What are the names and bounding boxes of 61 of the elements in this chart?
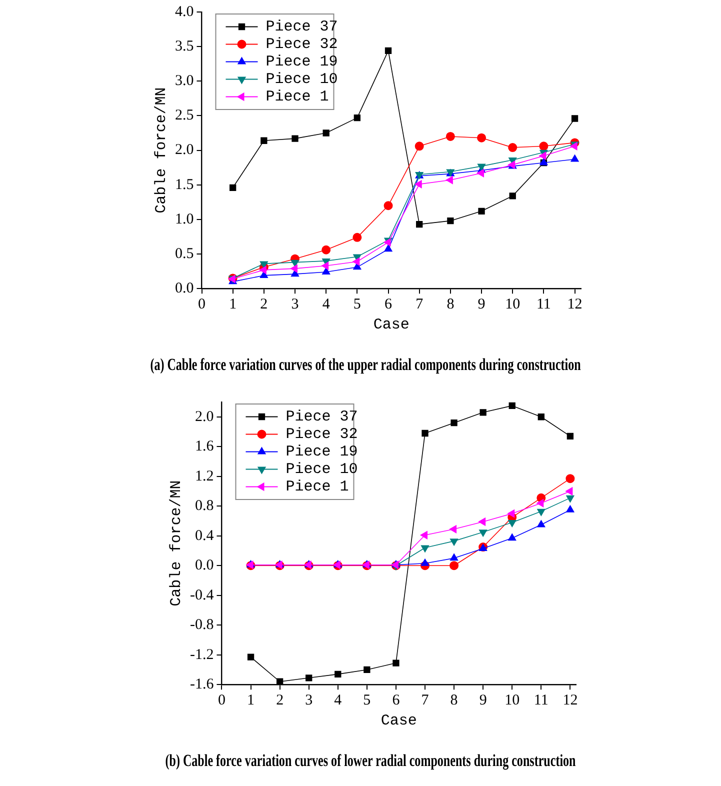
y-tick-label: 2.0 (175, 142, 194, 158)
y-tick-label: -1.6 (190, 676, 214, 693)
x-tick-label: 12 (567, 296, 582, 313)
legend-label: Piece 32 (266, 36, 338, 54)
y-tick-label: 1.6 (194, 438, 214, 455)
y-tick-label: -1.2 (190, 646, 214, 663)
x-tick-label: 8 (446, 296, 454, 313)
x-tick-label: 2 (260, 296, 268, 313)
y-axis-title: Cable force/MN (152, 87, 170, 214)
y-tick-label: -0.8 (190, 617, 214, 634)
x-tick-label: 9 (479, 692, 487, 709)
x-tick-label: 5 (363, 692, 371, 709)
text: (a) Cable force variation curves of the upper radial components during construction (150, 356, 581, 375)
x-tick-label: 4 (334, 692, 342, 709)
y-tick-label: 1.2 (194, 468, 214, 484)
y-tick-label: 0.4 (194, 528, 214, 544)
legend-label: Piece 32 (286, 426, 358, 444)
y-tick-label: 0.0 (194, 558, 214, 574)
y-tick-label: 4.0 (175, 4, 194, 20)
y-tick-label: 1.0 (175, 211, 194, 228)
legend-label: Piece 10 (286, 461, 358, 478)
x-tick-label: 3 (291, 296, 299, 313)
x-tick-label: 0 (218, 692, 226, 709)
y-tick-label: 3.0 (175, 73, 194, 90)
legend-label: Piece 37 (286, 408, 358, 426)
y-tick-label: 0.8 (194, 498, 214, 514)
x-axis-title: Case (380, 712, 417, 730)
x-tick-label: 7 (421, 692, 430, 709)
legend-label: Piece 37 (266, 18, 338, 36)
text: (b) Cable force variation curves of lower radial components during construction (165, 752, 576, 771)
legend-label: Piece 1 (286, 478, 349, 496)
legend-label: Piece 19 (266, 54, 338, 71)
y-tick-label: 1.5 (175, 176, 194, 193)
x-tick-label: 0 (198, 296, 206, 313)
y-tick-label: -0.4 (190, 587, 214, 604)
x-tick-label: 12 (562, 692, 578, 709)
x-tick-label: 6 (392, 692, 400, 709)
y-tick-label: 0.0 (175, 280, 194, 297)
x-axis-title: Case (373, 316, 410, 334)
x-tick-label: 4 (322, 296, 330, 313)
y-axis-title: Cable force/MN (168, 480, 185, 606)
x-tick-label: 11 (536, 296, 551, 313)
y-tick-label: 2.5 (175, 108, 194, 124)
y-tick-label: 3.5 (175, 38, 194, 55)
x-tick-label: 11 (534, 692, 548, 709)
x-tick-label: 10 (504, 692, 520, 709)
x-tick-label: 10 (505, 296, 520, 313)
x-tick-label: 9 (478, 296, 486, 313)
y-tick-label: 0.5 (175, 246, 194, 262)
y-tick-label: 2.0 (194, 408, 214, 425)
x-tick-label: 8 (450, 692, 458, 709)
x-tick-label: 2 (276, 692, 284, 709)
x-tick-label: 1 (229, 296, 237, 313)
legend-label: Piece 10 (266, 71, 338, 88)
legend-label: Piece 19 (286, 444, 358, 461)
legend-label: Piece 1 (266, 88, 329, 106)
x-tick-label: 7 (416, 296, 424, 313)
x-tick-label: 3 (305, 692, 313, 709)
x-tick-label: 1 (247, 692, 255, 709)
x-tick-label: 5 (353, 296, 361, 313)
x-tick-label: 6 (384, 296, 393, 313)
